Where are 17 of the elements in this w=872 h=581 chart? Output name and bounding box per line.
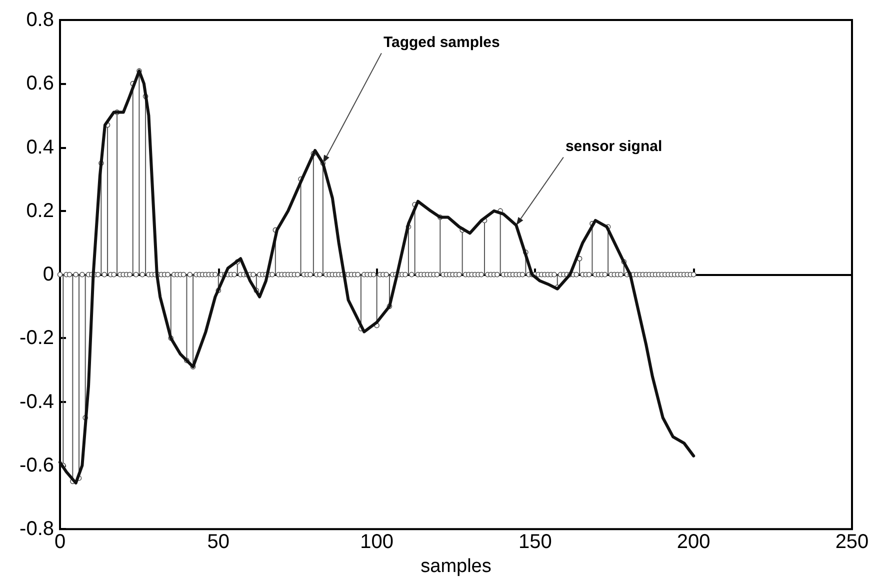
annotation: Tagged samples bbox=[383, 34, 500, 52]
x-tick-label: 250 bbox=[835, 531, 869, 554]
y-tick-label: -0.8 bbox=[20, 518, 54, 540]
x-tick-label: 150 bbox=[518, 531, 552, 554]
y-tick-label: 0.8 bbox=[26, 9, 54, 31]
y-tick-label: 0 bbox=[42, 264, 54, 286]
x-tick-label: 100 bbox=[360, 531, 394, 554]
x-tick-label: 200 bbox=[676, 531, 710, 554]
y-tick-label: -0.2 bbox=[20, 327, 54, 350]
y-tick-label: 0.2 bbox=[26, 200, 54, 222]
x-tick-label: 50 bbox=[207, 531, 230, 554]
y-tick-label: -0.4 bbox=[20, 390, 54, 413]
annotation: sensor signal bbox=[565, 138, 662, 156]
y-tick-label: 0.4 bbox=[26, 136, 54, 158]
x-axis-title: samples bbox=[420, 556, 492, 577]
y-tick-label: -0.6 bbox=[20, 454, 54, 476]
y-tick-label: 0.6 bbox=[26, 72, 54, 95]
